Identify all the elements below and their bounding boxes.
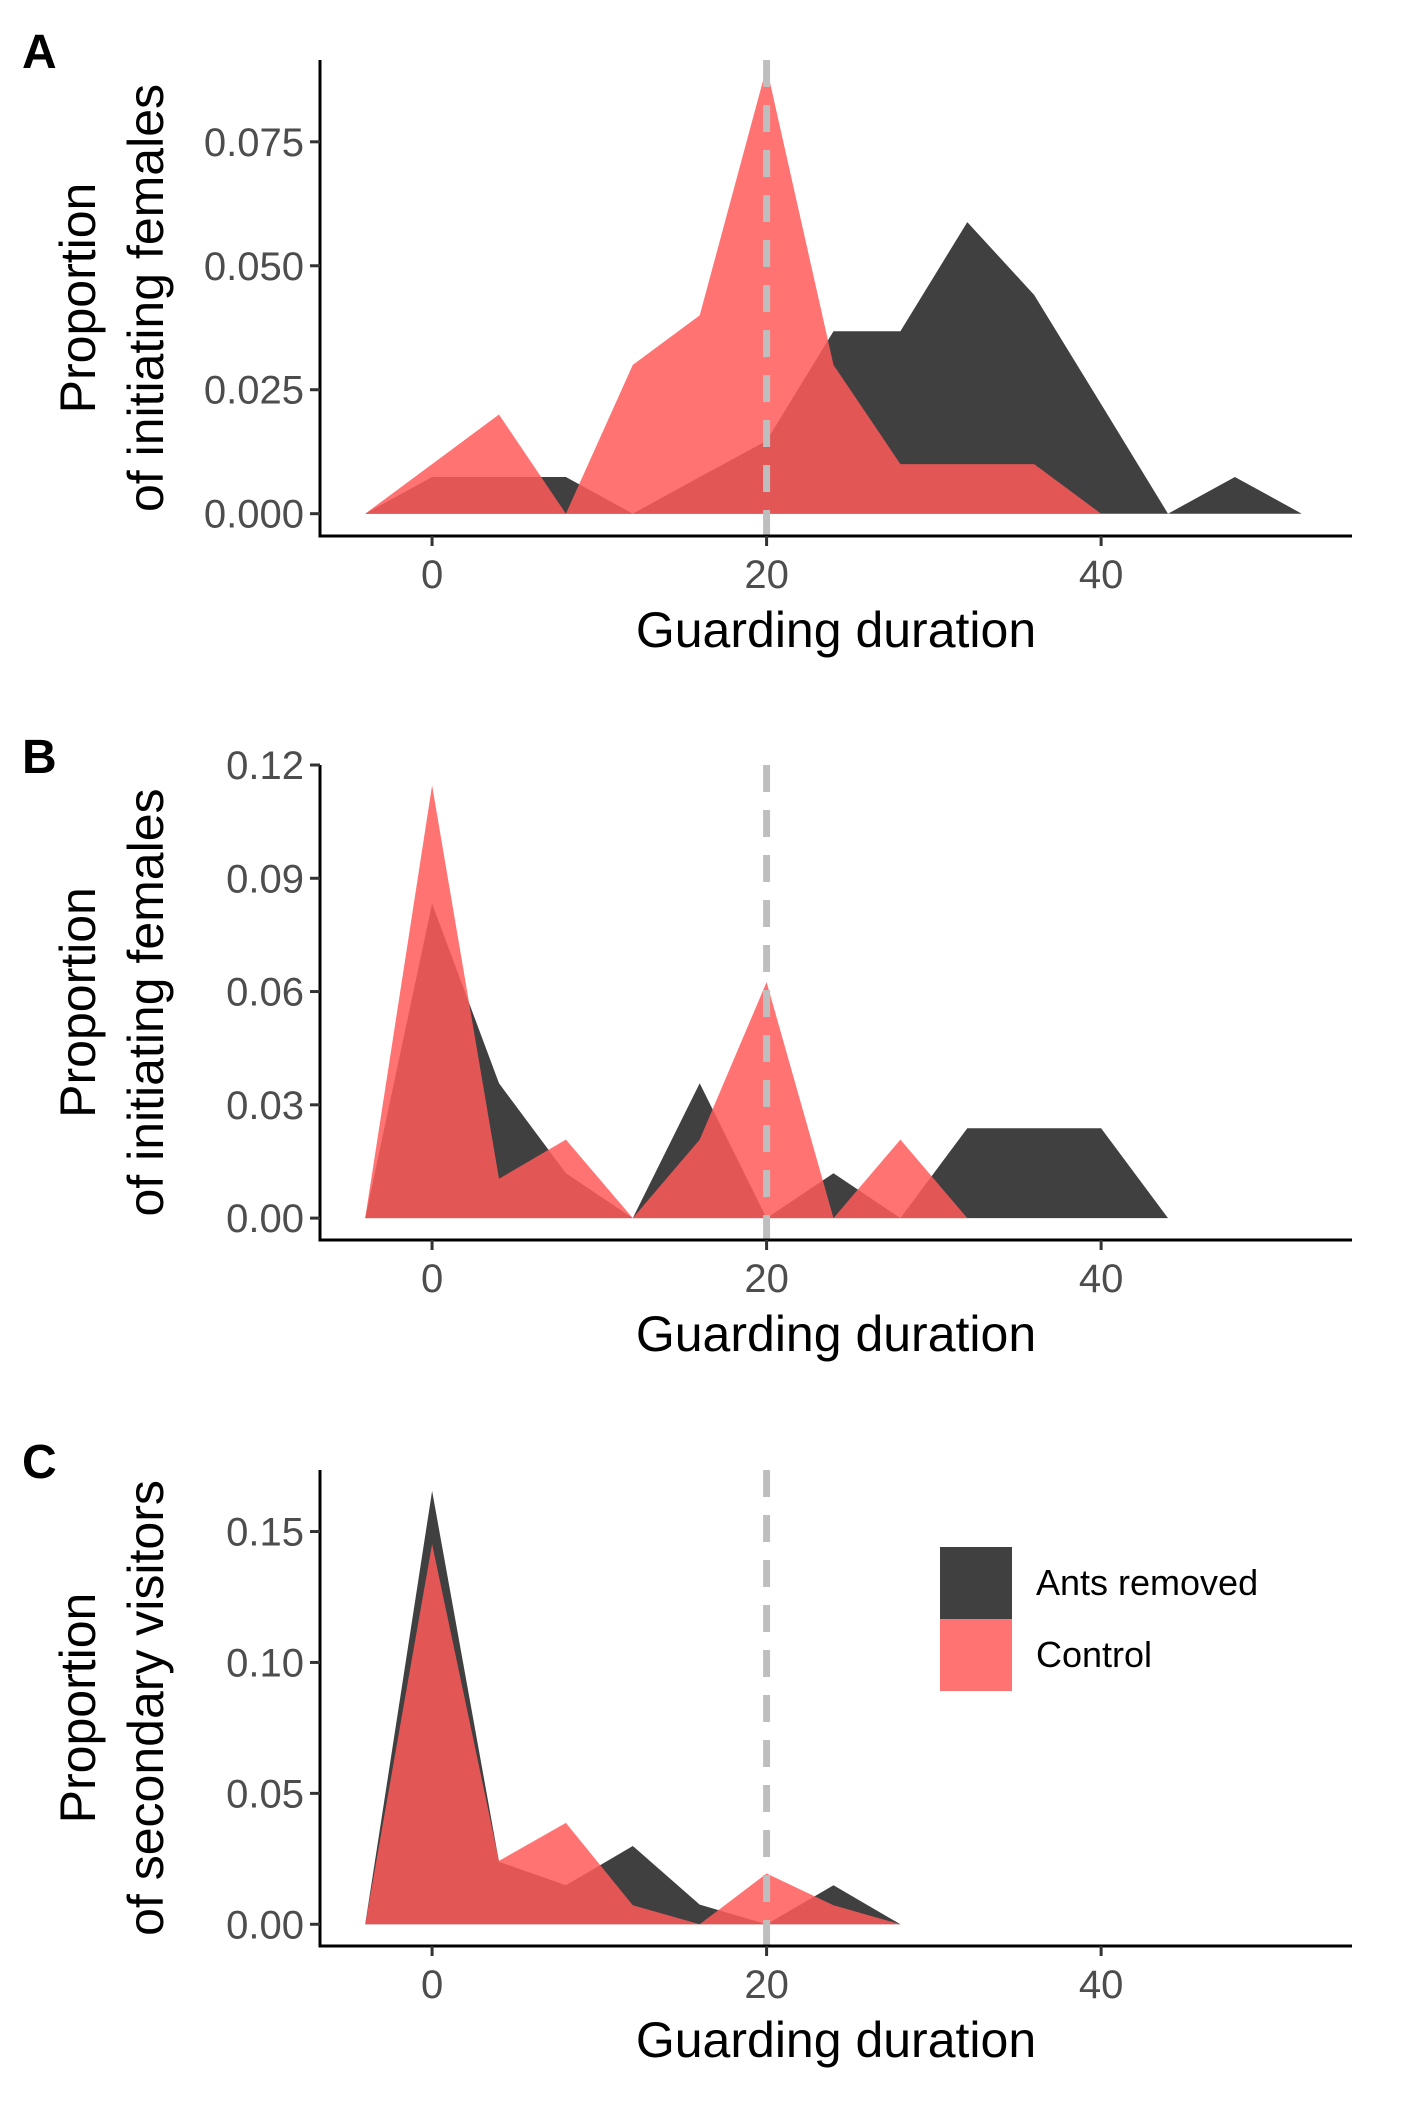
- y-tick-label: 0.05: [226, 1772, 304, 1816]
- legend-label: Ants removed: [1036, 1562, 1258, 1603]
- x-tick-label: 0: [421, 553, 443, 597]
- panel-label: B: [22, 731, 57, 784]
- y-axis-title-line-1: Proportion: [50, 1593, 106, 1824]
- y-tick-label: 0.025: [204, 369, 304, 413]
- x-tick-label: 40: [1079, 553, 1124, 597]
- panel-label: C: [22, 1436, 57, 1489]
- x-tick-label: 0: [421, 1257, 443, 1301]
- y-axis-title-line-2: of secondary visitors: [118, 1480, 174, 1936]
- legend-label: Control: [1036, 1634, 1152, 1675]
- y-tick-label: 0.12: [226, 744, 304, 788]
- y-axis-title-line-1: Proportion: [50, 183, 106, 414]
- y-tick-label: 0.00: [226, 1903, 304, 1947]
- y-axis-title-line-1: Proportion: [50, 887, 106, 1118]
- x-tick-label: 20: [744, 553, 789, 597]
- ants-removed-area: [365, 903, 1168, 1219]
- panel-b: B 0.00 0.03 0.06 0.09 0.12 0 20 40 Guarding durat…: [22, 731, 1352, 1362]
- y-axis-title-line-2: of initiating females: [118, 788, 174, 1216]
- panel-a: A 0.000 0.025 0.050 0.075 0 20 40 Guarding durat…: [22, 26, 1352, 658]
- control-area: [365, 785, 968, 1219]
- x-tick-label: 20: [744, 1963, 789, 2007]
- x-axis-title: Guarding duration: [636, 2012, 1036, 2068]
- y-tick-label: 0.000: [204, 493, 304, 537]
- panel-c: C 0.00 0.05 0.10 0.15 0 20 40 Guarding duration P…: [22, 1436, 1352, 2068]
- legend-key-ants-removed: [940, 1547, 1012, 1619]
- legend-key-control: [940, 1619, 1012, 1691]
- x-tick-label: 0: [421, 1963, 443, 2007]
- y-tick-label: 0.10: [226, 1641, 304, 1685]
- control-area: [365, 67, 1102, 514]
- y-tick-label: 0.09: [226, 857, 304, 901]
- y-axis-title-line-2: of initiating females: [118, 84, 174, 512]
- y-tick-label: 0.03: [226, 1084, 304, 1128]
- x-axis-title: Guarding duration: [636, 1306, 1036, 1362]
- panel-label: A: [22, 26, 57, 79]
- y-tick-label: 0.075: [204, 121, 304, 165]
- y-tick-label: 0.050: [204, 245, 304, 289]
- y-tick-label: 0.06: [226, 971, 304, 1015]
- x-axis-title: Guarding duration: [636, 602, 1036, 658]
- legend: Ants removed Control: [940, 1547, 1258, 1691]
- control-area: [365, 1544, 901, 1925]
- x-tick-label: 40: [1079, 1257, 1124, 1301]
- y-tick-label: 0.00: [226, 1197, 304, 1241]
- x-tick-label: 40: [1079, 1963, 1124, 2007]
- y-tick-label: 0.15: [226, 1511, 304, 1555]
- x-tick-label: 20: [744, 1257, 789, 1301]
